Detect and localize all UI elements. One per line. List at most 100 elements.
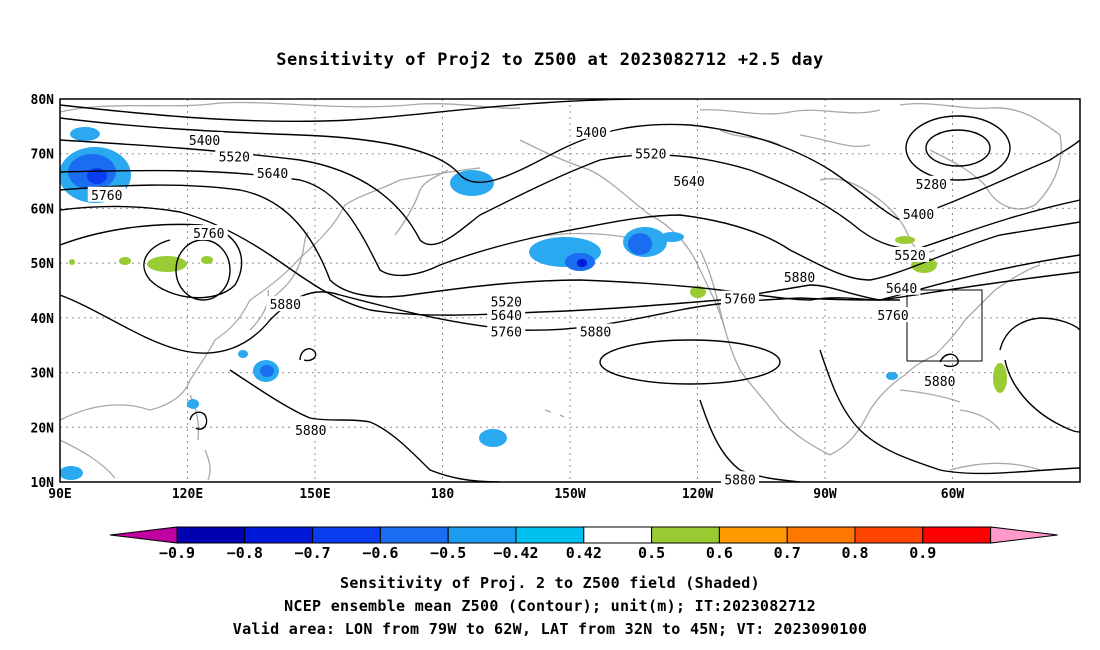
colorbar-tick-label: 0.6	[706, 544, 733, 562]
positive-anomaly-pacific-nw	[690, 286, 706, 298]
contour-label-background	[576, 323, 615, 339]
colorbar-tick-label: 0.7	[774, 544, 801, 562]
contour-label: 5760	[877, 309, 908, 324]
colorbar-swatch	[583, 526, 653, 544]
contour-label: 5640	[886, 282, 917, 297]
plot-frame	[59, 98, 1081, 483]
z500-contours	[60, 99, 1080, 482]
contour-label-background	[670, 173, 708, 189]
contour-label-background	[631, 145, 670, 161]
contour-label: 5760	[91, 189, 122, 204]
lon-tick-label: 150E	[299, 487, 330, 502]
contour-label: 5880	[295, 424, 326, 439]
lon-tick-label: 60W	[941, 487, 965, 502]
contour-label: 5400	[189, 134, 220, 149]
lat-tick-label: 60N	[31, 202, 55, 217]
contour-label-background	[487, 323, 526, 339]
colorbar-tick-label: −0.42	[493, 544, 538, 562]
contour-labels: 5400552056405760576058805880540055205640…	[87, 123, 959, 488]
contour-label-background	[780, 268, 819, 284]
negative-anomaly-japan	[238, 350, 279, 382]
figure-title: Sensitivity of Proj2 to Z500 at 20230827…	[276, 50, 824, 70]
lon-tick-label: 90E	[48, 487, 71, 502]
contour-label-background	[882, 279, 921, 295]
lon-tick-label: 150W	[554, 487, 585, 502]
negative-anomaly-pacific	[479, 429, 507, 447]
contour-label: 5280	[916, 178, 947, 193]
positive-anomaly-bermuda	[993, 363, 1007, 393]
valid-area-box	[906, 289, 983, 362]
colorbar-tick-label: −0.8	[227, 544, 263, 562]
contour-label: 5760	[491, 326, 522, 341]
contour-label-background	[891, 246, 929, 262]
contour-label: 5520	[491, 295, 522, 310]
colorbar-swatch	[651, 526, 720, 544]
contour-label: 5400	[576, 126, 607, 141]
lat-tick-label: 40N	[31, 312, 55, 327]
lat-tick-label: 10N	[31, 476, 55, 491]
lon-tick-label: 180	[431, 487, 455, 502]
colorbar-swatch	[718, 526, 788, 544]
contour-label-background	[189, 225, 228, 241]
colorbar-swatch	[922, 526, 992, 544]
positive-anomaly-hudson	[895, 236, 915, 244]
contour-label: 5880	[724, 473, 755, 488]
sensitivity-shading	[60, 127, 1007, 480]
contour-label: 5640	[673, 175, 704, 190]
colorbar-swatch	[176, 526, 246, 544]
negative-anomaly-taiwan	[187, 399, 199, 409]
contour-label: 5520	[635, 148, 666, 163]
colorbar-low-extend	[109, 526, 178, 544]
contour-label-background	[487, 307, 526, 323]
colorbar-swatch	[312, 526, 381, 544]
contour-label-background	[920, 372, 959, 388]
contour-label-background	[266, 296, 305, 312]
footer-contour-caption: NCEP ensemble mean Z500 (Contour); unit(…	[284, 597, 816, 615]
lon-tick-label: 90W	[813, 487, 837, 502]
colorbar-swatch	[447, 526, 517, 544]
contour-label-background	[899, 205, 938, 221]
colorbar-high-extend	[990, 526, 1058, 544]
colorbar-tick-label: 0.42	[566, 544, 602, 562]
lat-tick-label: 30N	[31, 367, 55, 382]
colorbar-tick-label: 0.5	[638, 544, 665, 562]
contour-label-background	[487, 293, 526, 309]
contour-label: 5880	[580, 326, 611, 341]
colorbar-tick-label: 0.9	[909, 544, 936, 562]
contour-label-background	[572, 123, 611, 139]
contour-label: 5520	[894, 249, 925, 264]
contour-label: 5640	[491, 309, 522, 324]
lon-tick-label: 120W	[682, 487, 713, 502]
contour-label: 5880	[924, 375, 955, 390]
colorbar-tick-label: −0.5	[430, 544, 466, 562]
contour-label-background	[874, 307, 912, 323]
contour-label: 5400	[903, 208, 934, 223]
coastlines	[60, 101, 1062, 481]
colorbar-tick-label: −0.7	[295, 544, 331, 562]
colorbar-swatch	[854, 526, 924, 544]
negative-anomaly-gulf-of-alaska-east	[623, 227, 684, 257]
contour-label-background	[721, 471, 759, 487]
lon-tick-label: 120E	[172, 487, 203, 502]
negative-anomaly-indochina	[60, 466, 83, 480]
colorbar-swatch	[515, 526, 585, 544]
contour-label: 5760	[193, 227, 224, 242]
lat-tick-label: 70N	[31, 148, 55, 163]
contour-label: 5520	[219, 150, 250, 165]
colorbar-tick-label: 0.8	[841, 544, 868, 562]
negative-anomaly-gulf-of-alaska-west	[529, 237, 601, 271]
contour-label: 5880	[270, 298, 301, 313]
contour-label-background	[291, 422, 330, 438]
footer-valid-area-caption: Valid area: LON from 79W to 62W, LAT fro…	[232, 620, 868, 638]
colorbar-swatch	[786, 526, 856, 544]
contour-label-background	[721, 290, 759, 306]
negative-anomaly-arctic	[450, 170, 494, 196]
contour-label-background	[185, 132, 224, 148]
contour-label: 5760	[724, 293, 755, 308]
contour-label-background	[87, 186, 126, 202]
contour-label-background	[912, 175, 951, 191]
lat-tick-label: 20N	[31, 421, 55, 436]
colorbar-tick-label: −0.6	[362, 544, 398, 562]
